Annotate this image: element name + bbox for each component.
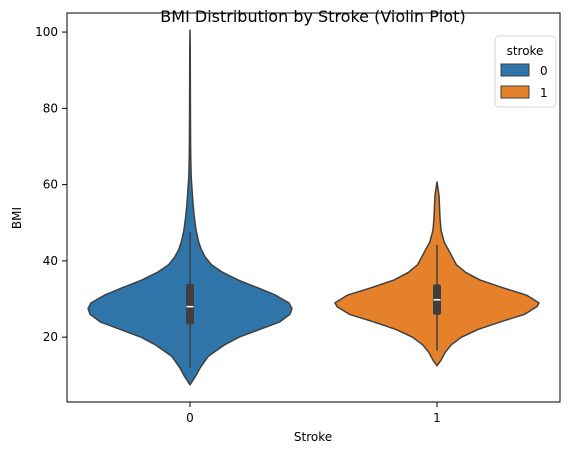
x-axis-label: Stroke: [294, 430, 332, 444]
legend-label-1: 1: [540, 86, 548, 100]
legend-title: stroke: [507, 44, 544, 58]
y-axis-label: BMI: [10, 207, 24, 229]
x-tick-label: 0: [186, 411, 194, 425]
y-tick-label: 60: [43, 178, 58, 192]
y-tick-label: 40: [43, 254, 58, 268]
legend: stroke 0 1: [495, 36, 556, 107]
y-tick-label: 100: [35, 25, 58, 39]
legend-label-0: 0: [540, 64, 548, 78]
box-0: [187, 285, 194, 324]
y-tick-label: 80: [43, 101, 58, 115]
y-tick-label: 20: [43, 330, 58, 344]
legend-swatch-0: [501, 64, 529, 76]
chart-title: BMI Distribution by Stroke (Violin Plot): [160, 7, 465, 26]
legend-swatch-1: [501, 86, 529, 98]
x-tick-label: 1: [433, 411, 441, 425]
